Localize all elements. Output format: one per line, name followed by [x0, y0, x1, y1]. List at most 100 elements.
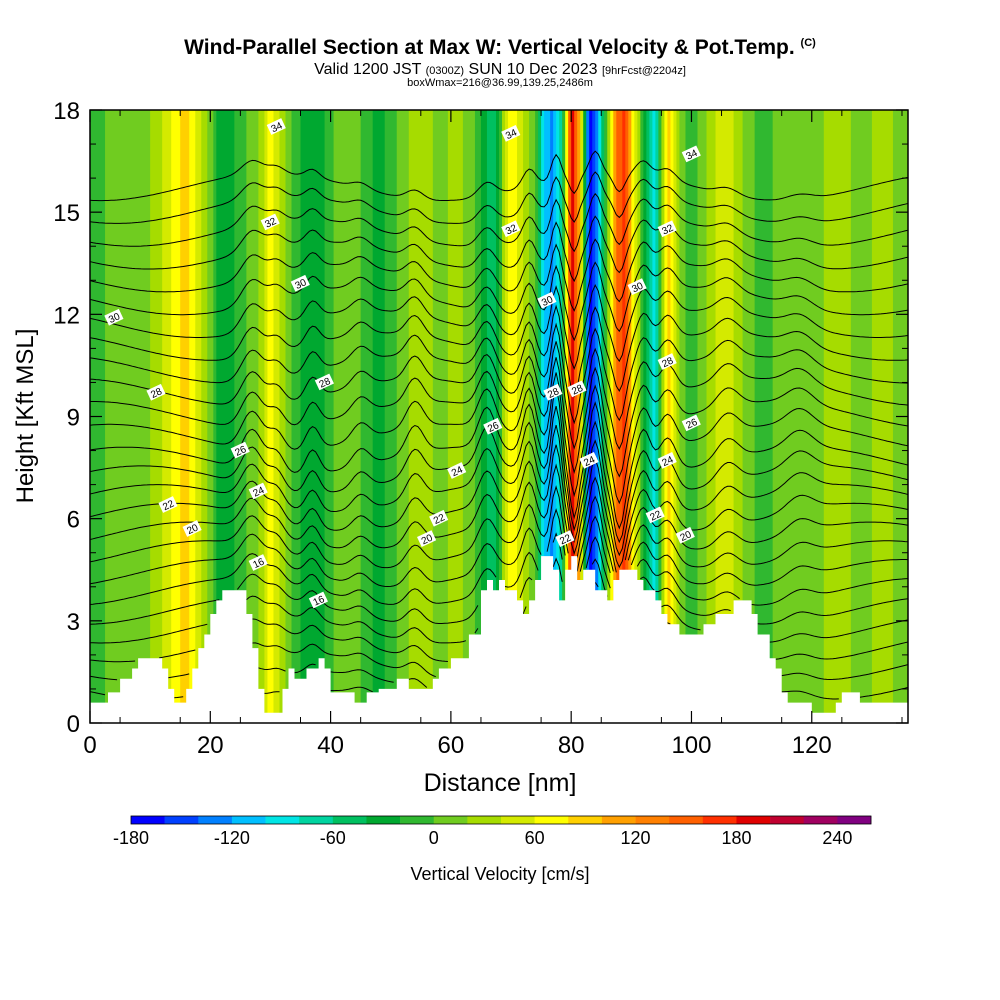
- theta-contour-line: [90, 171, 908, 224]
- contour-label-text: 24: [450, 464, 465, 479]
- contour-label-bg: [314, 373, 334, 391]
- w-column: [841, 110, 846, 723]
- x-tick-label: 80: [558, 732, 585, 759]
- valid-date: SUN 10 Dec 2023: [468, 61, 598, 78]
- w-column: [892, 110, 897, 723]
- contour-label: 16: [248, 554, 268, 571]
- w-column: [634, 110, 638, 723]
- contour-label-bg: [483, 417, 503, 435]
- w-column: [553, 110, 557, 723]
- w-column: [303, 110, 308, 723]
- contour-label-text: 34: [685, 148, 700, 163]
- w-column: [517, 110, 521, 723]
- w-column: [595, 110, 599, 723]
- valid-utc: (0300Z): [425, 65, 465, 77]
- w-column: [688, 110, 693, 723]
- w-column: [144, 110, 148, 723]
- w-column: [138, 110, 142, 723]
- w-column: [571, 110, 575, 723]
- theta-contour-line: [90, 192, 908, 253]
- contour-label-text: 34: [504, 127, 519, 142]
- colorbar-swatch: [400, 816, 435, 824]
- w-column: [246, 110, 250, 723]
- w-column: [117, 110, 121, 723]
- colorbar-swatch: [131, 816, 165, 824]
- contour-label: 34: [501, 124, 521, 142]
- contour-label-bg: [579, 451, 599, 469]
- w-column: [243, 110, 247, 723]
- w-column: [438, 110, 443, 723]
- w-column: [294, 110, 299, 723]
- w-column: [201, 110, 205, 723]
- w-column: [375, 110, 380, 723]
- w-column: [342, 110, 347, 723]
- contour-label: 30: [290, 274, 310, 292]
- w-column: [480, 110, 485, 723]
- contour-label: 26: [230, 441, 250, 459]
- theta-contour-line: [90, 582, 908, 644]
- y-tick-label: 15: [53, 200, 80, 227]
- w-column: [123, 110, 127, 723]
- w-column: [631, 110, 635, 723]
- contour-label: 30: [627, 278, 647, 295]
- w-column: [565, 110, 569, 723]
- w-column: [354, 110, 359, 723]
- contour-label-bg: [308, 591, 328, 609]
- w-column: [745, 110, 750, 723]
- theta-contour-line: [90, 372, 908, 505]
- chart-title: Wind-Parallel Section at Max W: Vertical…: [0, 36, 1000, 60]
- w-column: [432, 110, 437, 723]
- w-column: [414, 110, 419, 723]
- contour-label-text: 22: [558, 532, 573, 547]
- w-column: [276, 110, 281, 723]
- w-column: [874, 110, 879, 723]
- w-column: [610, 110, 614, 723]
- x-axis-label: Distance [nm]: [424, 769, 577, 797]
- w-column: [628, 110, 632, 723]
- forecast-info: [9hrFcst@2204z]: [601, 65, 686, 77]
- x-tick-label: 0: [83, 732, 96, 759]
- w-column: [823, 110, 828, 723]
- w-column: [339, 110, 344, 723]
- w-column: [264, 110, 269, 723]
- w-column: [369, 110, 374, 723]
- contour-label-bg: [182, 520, 202, 537]
- theta-contour-line: [90, 463, 908, 573]
- w-column: [204, 110, 208, 723]
- w-column: [700, 110, 705, 723]
- w-column: [754, 110, 759, 723]
- contour-label: 24: [447, 462, 467, 479]
- colorbar-swatch: [736, 816, 771, 824]
- w-column: [285, 110, 290, 723]
- w-column: [186, 110, 190, 723]
- contour-label: 28: [657, 353, 677, 370]
- contour-label-text: 28: [318, 376, 333, 391]
- contour-label-text: 16: [312, 594, 327, 609]
- w-column: [192, 110, 196, 723]
- w-column: [366, 110, 371, 723]
- w-column: [270, 110, 275, 723]
- w-column: [333, 110, 338, 723]
- w-column: [456, 110, 461, 723]
- w-column: [529, 110, 533, 723]
- w-column: [721, 110, 726, 723]
- contour-labels: 34 34 34 32 32 32 30 30 30 30 28 28 28 28 28 26 26 26 24 24…: [104, 118, 701, 609]
- chart-title-text: Wind-Parallel Section at Max W: Vertical…: [184, 36, 795, 59]
- colorbar-swatch: [534, 816, 569, 824]
- w-column: [541, 110, 545, 723]
- w-column: [742, 110, 747, 723]
- colorbar-swatch: [770, 816, 805, 824]
- w-column: [799, 110, 804, 723]
- chart-subtitle: Valid 1200 JST (0300Z) SUN 10 Dec 2023 […: [0, 61, 1000, 79]
- w-column: [477, 110, 482, 723]
- colorbar-swatch: [568, 816, 603, 824]
- w-column: [396, 110, 401, 723]
- w-column: [486, 110, 491, 723]
- w-column: [198, 110, 202, 723]
- w-column: [877, 110, 882, 723]
- w-column: [471, 110, 476, 723]
- y-tick-label: 3: [67, 609, 80, 636]
- w-column: [787, 110, 792, 723]
- w-column: [670, 110, 675, 723]
